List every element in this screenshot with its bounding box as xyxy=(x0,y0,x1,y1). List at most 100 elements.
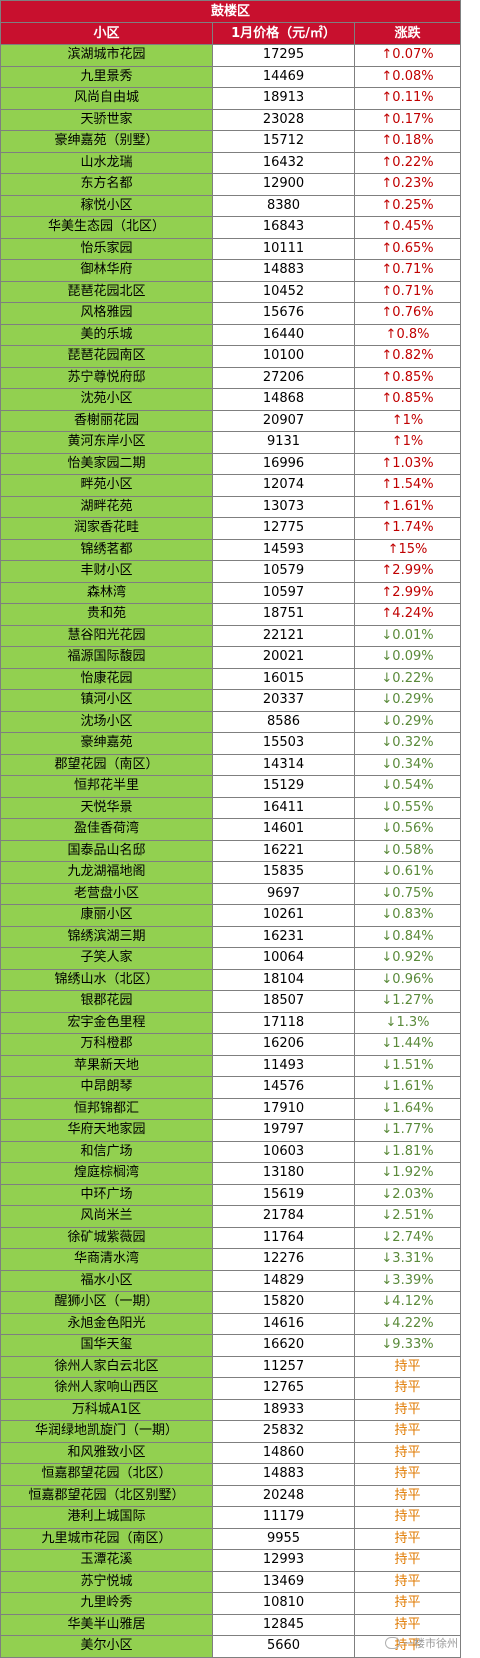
community-name: 中昂朗琴 xyxy=(0,1076,213,1099)
table-row: 苹果新天地 11493 ↓1.51% xyxy=(0,1054,462,1077)
price-value: 16221 xyxy=(212,839,355,862)
change-value: ↑0.23% xyxy=(353,173,462,196)
price-value: 10064 xyxy=(212,947,355,970)
price-value: 19797 xyxy=(212,1119,355,1142)
table-row: 中昂朗琴 14576 ↓1.61% xyxy=(0,1076,462,1099)
price-value: 9697 xyxy=(212,882,355,905)
community-name: 国泰品山名邸 xyxy=(0,839,213,862)
change-value: ↓0.29% xyxy=(353,710,462,733)
table-row: 天骄世家 23028 ↑0.17% xyxy=(0,108,462,131)
change-value: ↓1.64% xyxy=(353,1097,462,1120)
community-name: 怡美家园二期 xyxy=(0,452,213,475)
table-row: 慧谷阳光花园 22121 ↓0.01% xyxy=(0,624,462,647)
change-value: 持平 xyxy=(353,1377,462,1400)
change-value: ↓1.51% xyxy=(353,1054,462,1077)
change-value: ↑0.65% xyxy=(353,237,462,260)
community-name: 美尔小区 xyxy=(0,1635,213,1658)
change-value: ↑0.85% xyxy=(353,366,462,389)
community-name: 子笑人家 xyxy=(0,947,213,970)
change-value: ↓1.44% xyxy=(353,1033,462,1056)
community-name: 和风雅致小区 xyxy=(0,1441,213,1464)
change-value: ↑0.82% xyxy=(353,345,462,368)
change-value: ↓4.12% xyxy=(353,1291,462,1314)
table-row: 湖畔花苑 13073 ↑1.61% xyxy=(0,495,462,518)
table-row: 风尚米兰 21784 ↓2.51% xyxy=(0,1205,462,1228)
price-value: 11179 xyxy=(212,1506,355,1529)
change-value: ↑0.76% xyxy=(353,302,462,325)
table-row: 豪绅嘉苑 15503 ↓0.32% xyxy=(0,732,462,755)
community-name: 润家香花畦 xyxy=(0,517,213,540)
community-name: 东方名都 xyxy=(0,173,213,196)
table-row: 美的乐城 16440 ↑0.8% xyxy=(0,323,462,346)
change-value: ↓1.81% xyxy=(353,1140,462,1163)
price-value: 23028 xyxy=(212,108,355,131)
change-value: 持平 xyxy=(353,1570,462,1593)
table-row: 黄河东岸小区 9131 ↑1% xyxy=(0,431,462,454)
community-name: 丰财小区 xyxy=(0,560,213,583)
table-row: 森林湾 10597 ↑2.99% xyxy=(0,581,462,604)
change-value: 持平 xyxy=(353,1484,462,1507)
price-value: 15820 xyxy=(212,1291,355,1314)
community-name: 黄河东岸小区 xyxy=(0,431,213,454)
change-value: ↑0.07% xyxy=(353,44,462,67)
price-value: 9131 xyxy=(212,431,355,454)
change-value: ↓0.54% xyxy=(353,775,462,798)
community-name: 稼悦小区 xyxy=(0,194,213,217)
community-name: 沈场小区 xyxy=(0,710,213,733)
price-value: 10597 xyxy=(212,581,355,604)
table-row: 华美半山雅居 12845 持平 xyxy=(0,1613,462,1636)
community-name: 玉潭花溪 xyxy=(0,1549,213,1572)
table-row: 福水小区 14829 ↓3.39% xyxy=(0,1269,462,1292)
table-row: 怡美家园二期 16996 ↑1.03% xyxy=(0,452,462,475)
change-value: ↓0.58% xyxy=(353,839,462,862)
community-name: 天骄世家 xyxy=(0,108,213,131)
price-value: 11764 xyxy=(212,1226,355,1249)
price-value: 8586 xyxy=(212,710,355,733)
price-value: 14593 xyxy=(212,538,355,561)
price-value: 22121 xyxy=(212,624,355,647)
change-value: ↓1.61% xyxy=(353,1076,462,1099)
change-value: ↓0.22% xyxy=(353,667,462,690)
price-value: 15712 xyxy=(212,130,355,153)
change-value: 持平 xyxy=(353,1355,462,1378)
community-name: 国华天玺 xyxy=(0,1334,213,1357)
price-value: 12765 xyxy=(212,1377,355,1400)
price-value: 18507 xyxy=(212,990,355,1013)
price-value: 14314 xyxy=(212,753,355,776)
price-value: 20021 xyxy=(212,646,355,669)
change-value: ↓0.61% xyxy=(353,861,462,884)
change-value: 持平 xyxy=(353,1592,462,1615)
community-name: 华府天地家园 xyxy=(0,1119,213,1142)
change-value: ↑0.18% xyxy=(353,130,462,153)
table-row: 玉潭花溪 12993 持平 xyxy=(0,1549,462,1572)
table-row: 宏宇金色里程 17118 ↓1.3% xyxy=(0,1011,462,1034)
change-value: ↓0.55% xyxy=(353,796,462,819)
table-row: 银郡花园 18507 ↓1.27% xyxy=(0,990,462,1013)
price-value: 27206 xyxy=(212,366,355,389)
community-name: 香榭丽花园 xyxy=(0,409,213,432)
table-row: 稼悦小区 8380 ↑0.25% xyxy=(0,194,462,217)
table-row: 美尔小区 5660 持平 xyxy=(0,1635,462,1658)
table-row: 醒狮小区（一期） 15820 ↓4.12% xyxy=(0,1291,462,1314)
community-name: 风尚自由城 xyxy=(0,87,213,110)
table-row: 九里景秀 14469 ↑0.08% xyxy=(0,65,462,88)
change-value: ↑0.85% xyxy=(353,388,462,411)
community-name: 苹果新天地 xyxy=(0,1054,213,1077)
price-value: 18933 xyxy=(212,1398,355,1421)
community-name: 和信广场 xyxy=(0,1140,213,1163)
price-value: 10100 xyxy=(212,345,355,368)
change-value: ↑1.03% xyxy=(353,452,462,475)
community-name: 山水龙瑞 xyxy=(0,151,213,174)
price-table-sheet: 鼓楼区 小区 1月价格（元/㎡） 涨跌 滨湖城市花园 17295 ↑0.07% 九里景… xyxy=(0,0,462,1658)
community-name: 锦绣山水（北区） xyxy=(0,968,213,991)
community-name: 恒嘉郡望花园（北区） xyxy=(0,1463,213,1486)
community-name: 徐州人家白云北区 xyxy=(0,1355,213,1378)
price-value: 14860 xyxy=(212,1441,355,1464)
community-name: 万科橙郡 xyxy=(0,1033,213,1056)
table-row: 琵琶花园北区 10452 ↑0.71% xyxy=(0,280,462,303)
table-row: 镇河小区 20337 ↓0.29% xyxy=(0,689,462,712)
table-row: 九里岭秀 10810 持平 xyxy=(0,1592,462,1615)
table-row: 和信广场 10603 ↓1.81% xyxy=(0,1140,462,1163)
community-name: 琵琶花园南区 xyxy=(0,345,213,368)
price-value: 10810 xyxy=(212,1592,355,1615)
